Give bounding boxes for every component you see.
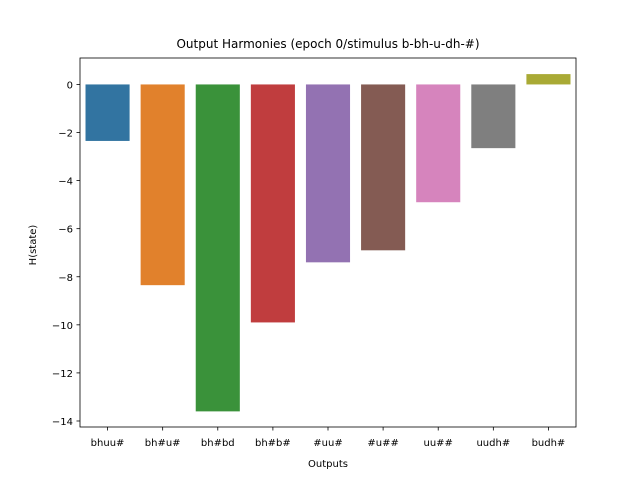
y-axis-label: H(state)	[28, 225, 39, 266]
x-tick-label: #u##	[367, 438, 398, 449]
y-tick-label: 0	[67, 80, 73, 91]
bars-group	[85, 74, 571, 412]
y-tick-label: −10	[52, 321, 73, 332]
x-ticks-group: bhuu# bh#u# bh#bd bh#b# #uu# #u## uu## uudh# bud…	[91, 427, 566, 449]
y-tick-label: −12	[52, 369, 73, 380]
x-tick-label: budh#	[532, 438, 566, 449]
y-tick-label: −14	[52, 417, 73, 428]
y-tick-label: −6	[58, 225, 73, 236]
bar-bh#bd	[195, 84, 240, 412]
y-tick-label: −4	[58, 177, 73, 188]
y-ticks-group: 0 −2 −4 −6 −8 −10 −12 −14	[52, 80, 80, 428]
x-tick-label: bh#u#	[145, 438, 181, 449]
axes-frame	[79, 57, 577, 428]
bar-#uu#	[305, 84, 351, 263]
x-tick-label: uudh#	[476, 438, 510, 449]
bar-budh#	[526, 74, 571, 85]
y-tick-label: −8	[58, 273, 73, 284]
bar-uu##	[416, 84, 461, 203]
bar-uudh#	[471, 84, 516, 149]
bar-bh#b#	[250, 84, 295, 323]
chart-title: Output Harmonies (epoch 0/stimulus b-bh-…	[176, 37, 479, 51]
x-tick-label: bh#bd	[201, 438, 235, 449]
x-axis-label: Outputs	[308, 459, 348, 470]
x-tick-label: bhuu#	[91, 438, 125, 449]
bar-bh#u#	[140, 84, 185, 286]
x-tick-label: bh#b#	[255, 438, 291, 449]
bar-bhuu#	[85, 84, 130, 141]
bar-#u##	[361, 84, 406, 251]
x-tick-label: uu##	[424, 438, 453, 449]
y-tick-label: −2	[58, 129, 73, 140]
x-tick-label: #uu#	[313, 438, 342, 449]
